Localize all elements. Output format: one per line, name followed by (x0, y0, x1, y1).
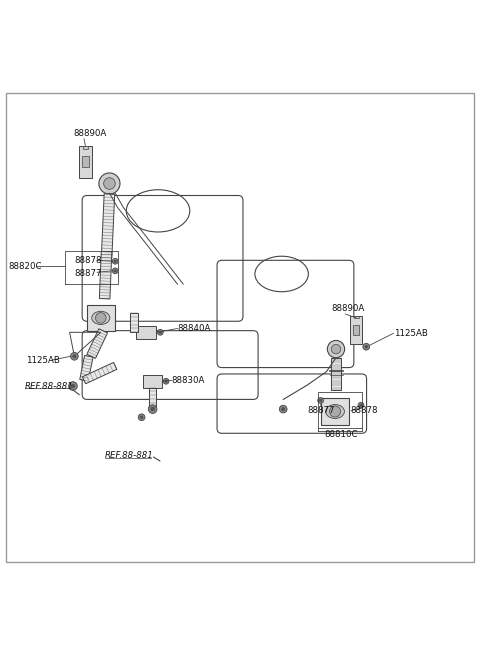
Circle shape (279, 405, 287, 413)
Circle shape (329, 406, 341, 417)
Bar (79, 146, 92, 178)
Circle shape (114, 270, 116, 272)
Circle shape (114, 260, 116, 263)
Text: 88878: 88878 (350, 406, 378, 415)
Bar (87, 305, 115, 331)
Circle shape (71, 352, 78, 360)
Circle shape (112, 258, 118, 264)
Text: 88840A: 88840A (178, 324, 211, 333)
Circle shape (112, 268, 118, 274)
Circle shape (165, 380, 167, 383)
Circle shape (73, 355, 76, 358)
Circle shape (318, 398, 324, 403)
Polygon shape (83, 362, 117, 384)
Polygon shape (130, 313, 138, 332)
Circle shape (140, 416, 143, 419)
Circle shape (148, 405, 157, 413)
Circle shape (104, 178, 115, 189)
Circle shape (96, 312, 106, 323)
Bar (353, 325, 359, 335)
Circle shape (138, 414, 145, 421)
Circle shape (69, 382, 77, 390)
Circle shape (365, 345, 368, 348)
Polygon shape (80, 356, 93, 381)
Bar (143, 375, 162, 388)
Text: 88830A: 88830A (172, 376, 205, 384)
Circle shape (99, 173, 120, 194)
Bar (350, 316, 362, 345)
Text: 88810C: 88810C (324, 430, 358, 439)
Circle shape (157, 329, 163, 335)
Text: 88877: 88877 (307, 406, 335, 415)
Text: 88878: 88878 (74, 256, 102, 265)
Text: 1125AB: 1125AB (26, 356, 60, 365)
Circle shape (320, 400, 322, 402)
Circle shape (71, 384, 75, 388)
Text: 88820C: 88820C (9, 261, 42, 271)
Circle shape (159, 331, 161, 333)
Bar (136, 326, 156, 339)
Circle shape (358, 402, 364, 408)
Bar (321, 398, 349, 425)
Polygon shape (331, 358, 341, 390)
Ellipse shape (325, 405, 344, 419)
Circle shape (327, 341, 345, 358)
Bar (83, 146, 88, 149)
Polygon shape (99, 252, 112, 299)
Polygon shape (149, 388, 156, 407)
Circle shape (360, 404, 362, 406)
Polygon shape (87, 329, 108, 358)
Circle shape (331, 345, 341, 354)
Text: 88877: 88877 (74, 269, 102, 278)
Text: REF.88-881: REF.88-881 (105, 451, 154, 460)
Polygon shape (101, 194, 115, 258)
Circle shape (163, 379, 169, 384)
Bar (354, 316, 359, 318)
Text: 88890A: 88890A (331, 304, 364, 313)
Circle shape (282, 407, 285, 411)
Circle shape (363, 343, 370, 350)
Text: REF.88-881: REF.88-881 (25, 382, 74, 391)
Text: 88890A: 88890A (73, 129, 106, 138)
Circle shape (151, 407, 155, 411)
Text: 1125AB: 1125AB (394, 329, 428, 338)
Bar (82, 157, 89, 168)
Ellipse shape (92, 311, 110, 324)
